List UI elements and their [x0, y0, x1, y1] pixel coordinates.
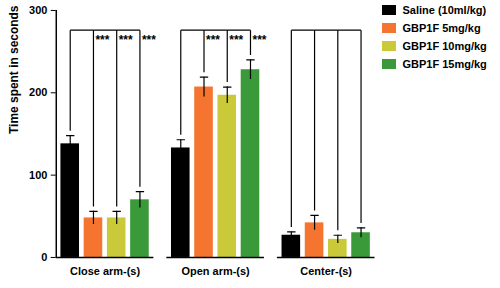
svg-text:***: ***	[252, 33, 266, 47]
svg-text:***: ***	[119, 33, 133, 47]
svg-text:Close arm-(s): Close arm-(s)	[70, 265, 140, 277]
html-text:GBP1F 5mg/kg: GBP1F 5mg/kg	[402, 22, 481, 34]
svg-text:0: 0	[41, 251, 47, 263]
svg-text:Time spent in seconds: Time spent in seconds	[7, 5, 21, 134]
svg-text:100: 100	[29, 169, 47, 181]
svg-text:Center-(s): Center-(s)	[300, 265, 352, 277]
html-text:GBP1F 15mg/kg: GBP1F 15mg/kg	[402, 58, 487, 70]
svg-text:***: ***	[229, 33, 243, 47]
html-text:Saline (10ml/kg): Saline (10ml/kg)	[402, 4, 487, 16]
svg-text:***: ***	[142, 33, 156, 47]
html-text:GBP1F 10mg/kg: GBP1F 10mg/kg	[402, 40, 487, 52]
svg-text:200: 200	[29, 86, 47, 98]
svg-text:***: ***	[206, 33, 220, 47]
svg-text:300: 300	[29, 4, 47, 16]
svg-text:Open arm-(s): Open arm-(s)	[182, 265, 250, 277]
svg-text:***: ***	[95, 33, 109, 47]
